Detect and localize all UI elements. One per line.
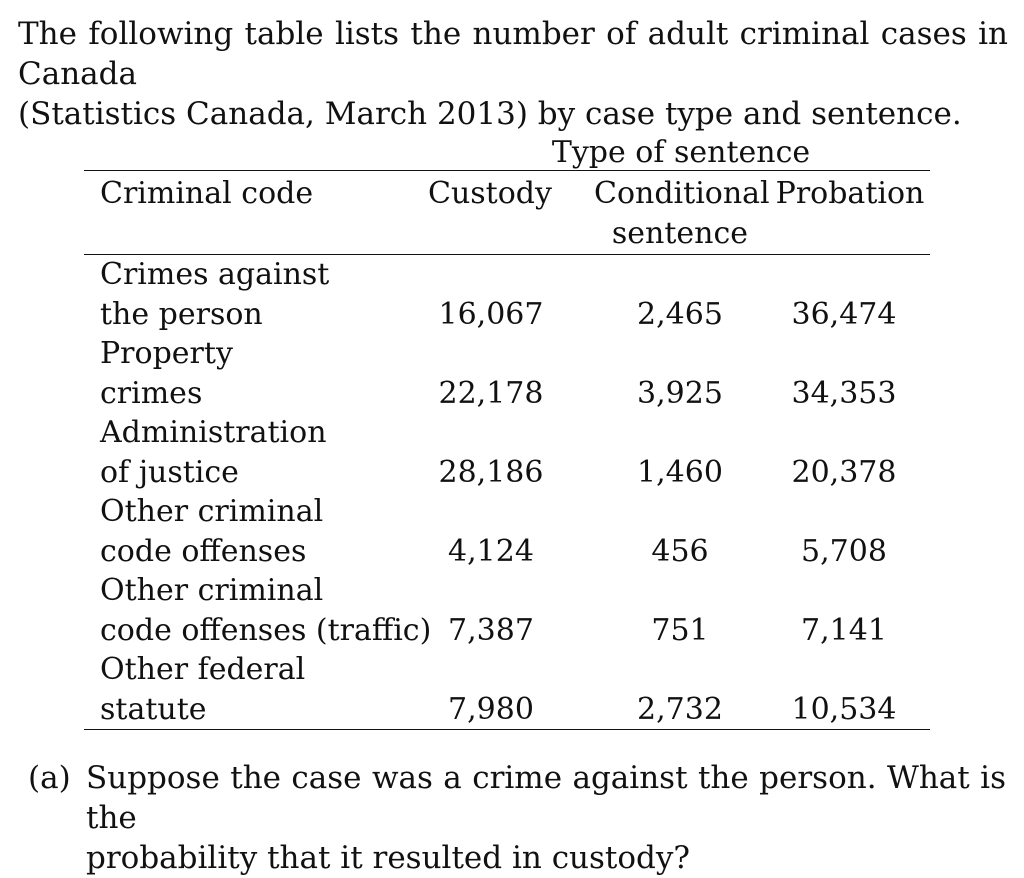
intro-paragraph: The following table lists the number of … bbox=[18, 14, 1008, 134]
sentence-table: Type of sentence Criminal code Custody C… bbox=[84, 134, 930, 730]
cell-probation: 10,534 bbox=[791, 691, 897, 727]
table-row: Other criminal code offenses 4,124 456 5… bbox=[84, 492, 930, 571]
cell-conditional: 3,925 bbox=[637, 375, 723, 411]
row-label-line-1: Property bbox=[100, 336, 233, 371]
table-body: Crimes against the person 16,067 2,465 3… bbox=[84, 255, 930, 729]
cell-custody: 7,980 bbox=[448, 691, 534, 727]
row-label-line-1: Other federal bbox=[100, 652, 306, 687]
cell-probation: 36,474 bbox=[791, 296, 897, 332]
row-label-line-1: Crimes against bbox=[100, 257, 330, 292]
question-label: (a) bbox=[28, 760, 71, 796]
question-line-2: probability that it resulted in custody? bbox=[86, 840, 691, 876]
cell-probation: 34,353 bbox=[791, 375, 897, 411]
column-header-probation: Probation bbox=[775, 176, 925, 211]
question-text: Suppose the case was a crime against the… bbox=[86, 758, 1006, 878]
top-rule bbox=[84, 170, 930, 171]
row-label-line-1: Administration bbox=[100, 415, 327, 450]
cell-conditional: 456 bbox=[651, 533, 709, 569]
row-label: Other criminal code offenses bbox=[100, 492, 323, 571]
column-header-conditional: Conditional bbox=[594, 176, 770, 211]
row-label: Property crimes bbox=[100, 334, 233, 413]
row-label-line-2: code offenses (traffic) bbox=[100, 612, 432, 648]
cell-custody: 16,067 bbox=[438, 296, 544, 332]
cell-custody: 4,124 bbox=[448, 533, 534, 569]
cell-conditional: 2,732 bbox=[637, 691, 723, 727]
question-a: (a) Suppose the case was a crime against… bbox=[28, 758, 1006, 878]
row-label-line-2: statute bbox=[100, 691, 207, 727]
question-line-1: Suppose the case was a crime against the… bbox=[86, 760, 1006, 836]
row-label-line-2: of justice bbox=[100, 454, 239, 490]
row-label: Other federal statute bbox=[100, 650, 305, 729]
row-label: Other criminal code offenses (traffic) bbox=[100, 571, 431, 650]
row-label: Administration of justice bbox=[100, 413, 327, 492]
cell-conditional: 751 bbox=[651, 612, 709, 648]
column-header-custody: Custody bbox=[428, 176, 552, 211]
cell-custody: 22,178 bbox=[438, 375, 544, 411]
intro-line-1: The following table lists the number of … bbox=[18, 16, 1008, 92]
cell-conditional: 1,460 bbox=[637, 454, 723, 490]
cell-custody: 7,387 bbox=[448, 612, 534, 648]
cell-probation: 7,141 bbox=[801, 612, 887, 648]
mid-rule bbox=[84, 254, 930, 255]
cell-conditional: 2,465 bbox=[637, 296, 723, 332]
column-header-row: Criminal code Custody Conditional senten… bbox=[84, 174, 930, 254]
row-label-line-2: the person bbox=[100, 296, 263, 332]
intro-line-2: (Statistics Canada, March 2013) by case … bbox=[18, 96, 962, 132]
group-header-row: Type of sentence bbox=[84, 134, 930, 174]
row-label-line-1: Other criminal bbox=[100, 494, 324, 529]
row-header: Criminal code bbox=[100, 176, 314, 211]
cell-probation: 5,708 bbox=[801, 533, 887, 569]
cell-probation: 20,378 bbox=[791, 454, 897, 490]
table-row: Property crimes 22,178 3,925 34,353 bbox=[84, 334, 930, 413]
row-label-line-2: crimes bbox=[100, 375, 203, 411]
row-label-line-2: code offenses bbox=[100, 533, 307, 569]
group-header: Type of sentence bbox=[551, 135, 811, 170]
table-row: Other federal statute 7,980 2,732 10,534 bbox=[84, 650, 930, 729]
cell-custody: 28,186 bbox=[438, 454, 544, 490]
row-label-line-1: Other criminal bbox=[100, 573, 324, 608]
row-label: Crimes against the person bbox=[100, 255, 329, 334]
table-row: Other criminal code offenses (traffic) 7… bbox=[84, 571, 930, 650]
table-row: Administration of justice 28,186 1,460 2… bbox=[84, 413, 930, 492]
table-row: Crimes against the person 16,067 2,465 3… bbox=[84, 255, 930, 334]
column-header-conditional-line2: sentence bbox=[611, 216, 749, 251]
bottom-rule bbox=[84, 729, 930, 730]
